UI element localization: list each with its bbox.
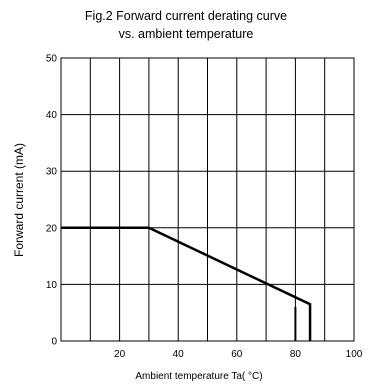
- y-tick-label: 10: [46, 280, 58, 291]
- x-tick-label: 80: [290, 349, 302, 360]
- x-tick-label: 40: [173, 349, 185, 360]
- derating-curve: [61, 226, 312, 341]
- y-tick-label: 20: [46, 223, 58, 234]
- y-tick-label: 50: [46, 54, 58, 65]
- grid: [61, 58, 354, 341]
- plot-area-frame: [60, 57, 355, 342]
- series: [61, 226, 312, 341]
- y-tick-label: 40: [46, 110, 58, 121]
- tick-labels: 0 10 20 30 40 50 20 40 60 80 100: [46, 54, 363, 361]
- chart-title-line-2: vs. ambient temperature: [119, 27, 254, 41]
- y-tick-label: 30: [46, 167, 58, 178]
- y-axis-label: Forward current (mA): [12, 143, 26, 257]
- x-tick-label: 20: [114, 349, 126, 360]
- x-axis-label: Ambient temperature Ta( °C): [135, 371, 262, 382]
- chart-title-line-1: Fig.2 Forward current derating curve: [85, 9, 287, 23]
- y-tick-label: 0: [51, 337, 57, 348]
- x-tick-label: 60: [231, 349, 243, 360]
- x-tick-label: 100: [346, 349, 363, 360]
